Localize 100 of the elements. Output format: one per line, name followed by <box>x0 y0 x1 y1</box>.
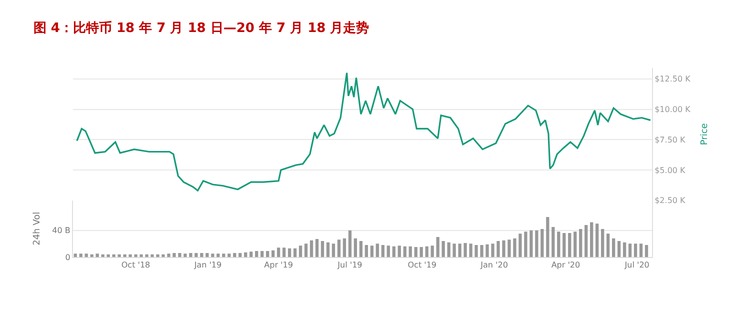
bar <box>540 228 544 257</box>
bar <box>222 254 226 257</box>
bar <box>639 244 643 257</box>
x-tick-label: Apr '20 <box>551 260 580 270</box>
bar <box>622 242 626 257</box>
bar <box>145 254 148 257</box>
bar <box>584 224 588 257</box>
bar <box>496 240 500 257</box>
bar <box>74 254 77 257</box>
y-axis-title: Price <box>700 122 710 146</box>
bar <box>420 246 423 257</box>
x-tick-label: Jan '20 <box>480 260 508 270</box>
bar <box>271 250 275 257</box>
bar <box>178 253 182 257</box>
bar <box>304 244 308 257</box>
bar <box>628 244 632 257</box>
bar <box>84 254 88 257</box>
bar <box>342 238 346 257</box>
x-tick-label: Jul '20 <box>624 260 650 270</box>
bar <box>288 248 292 257</box>
bar <box>184 254 187 257</box>
bar <box>579 228 582 257</box>
bar <box>425 246 428 257</box>
bar <box>452 244 456 257</box>
bar <box>211 254 214 257</box>
bar <box>310 240 314 257</box>
x-tick-label: Oct '19 <box>408 260 437 270</box>
y-tick-label: 0 <box>65 252 70 262</box>
bar <box>546 216 550 257</box>
bar <box>552 226 555 257</box>
bar <box>590 222 594 257</box>
bar <box>348 230 352 257</box>
bar <box>513 238 516 257</box>
bar <box>250 252 253 257</box>
bar <box>518 234 522 257</box>
bar <box>568 232 572 257</box>
bar <box>464 242 467 257</box>
bar <box>244 252 248 257</box>
bar <box>376 244 379 257</box>
bar <box>101 254 104 257</box>
bar <box>326 242 330 257</box>
bar <box>617 240 621 257</box>
y-tick-label: $2.50 K <box>654 196 686 206</box>
bar <box>447 242 450 257</box>
bar <box>118 254 121 257</box>
bar <box>606 234 610 257</box>
bar <box>315 238 319 257</box>
y-tick-label: $12.50 K <box>654 74 692 84</box>
bar <box>524 232 528 257</box>
bar <box>502 240 506 257</box>
bar <box>458 244 462 257</box>
bar <box>644 244 648 257</box>
bar <box>508 240 511 257</box>
bar <box>491 244 494 257</box>
bar <box>392 246 396 257</box>
bar <box>112 254 116 257</box>
x-tick-label: Apr '19 <box>264 260 293 270</box>
bar <box>140 254 143 257</box>
bar <box>562 232 566 257</box>
bar <box>128 254 132 257</box>
bar <box>364 244 368 257</box>
x-tick-label: Oct '18 <box>121 260 150 270</box>
bar <box>282 248 286 257</box>
y-tick-label: $10.00 K <box>654 105 692 114</box>
y-tick-label: $7.50 K <box>654 135 686 144</box>
bar <box>200 253 204 257</box>
bar <box>134 254 138 257</box>
bar <box>123 254 126 257</box>
bar <box>156 254 160 257</box>
bar <box>320 240 324 257</box>
bar <box>436 236 440 257</box>
bar <box>79 254 82 257</box>
y-tick-label: 40 B <box>52 226 70 236</box>
bar <box>601 228 604 257</box>
bar <box>386 246 390 257</box>
bar <box>233 253 236 257</box>
x-tick-label: Jul '19 <box>336 260 362 270</box>
bar <box>430 246 434 257</box>
bar <box>530 230 533 257</box>
bar <box>293 248 297 257</box>
y-tick-label: $5.00 K <box>654 166 686 175</box>
bar <box>337 240 341 257</box>
bar <box>228 254 231 257</box>
bar <box>403 246 406 257</box>
bar <box>194 253 198 257</box>
bar <box>167 254 170 257</box>
bar <box>359 240 362 257</box>
bar <box>557 232 560 257</box>
x-tick-label: Jan '19 <box>193 260 222 270</box>
bar <box>106 254 110 257</box>
bar <box>408 246 412 257</box>
bar <box>172 253 176 257</box>
bar <box>474 244 478 257</box>
bar <box>238 253 242 257</box>
bar <box>370 246 374 257</box>
bar <box>189 253 192 257</box>
bar <box>332 244 336 257</box>
bar <box>216 254 220 257</box>
bar <box>162 254 165 257</box>
bar <box>442 240 445 257</box>
